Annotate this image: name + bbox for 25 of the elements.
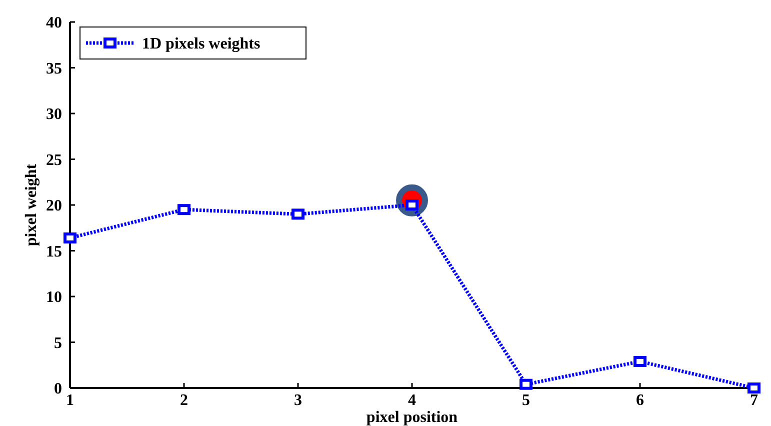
- y-tick-label: 40: [46, 14, 62, 32]
- point: [292, 208, 304, 220]
- y-tick-label: 5: [54, 334, 62, 352]
- y-tick-label: 20: [46, 198, 62, 215]
- y-tick-label: 25: [46, 152, 62, 169]
- x-tick-label: 6: [636, 392, 644, 409]
- x-tick-label: 7: [750, 392, 758, 409]
- x-tick-label: 1: [66, 392, 74, 409]
- y-tick-label: 35: [46, 60, 62, 78]
- point: [634, 356, 646, 367]
- y-tick-label: 30: [46, 106, 62, 124]
- point: [178, 204, 190, 216]
- y-tick-label: 15: [46, 243, 62, 260]
- x-tick-label: 2: [180, 392, 188, 409]
- y-axis-title: pixel weight: [23, 163, 40, 246]
- y-tick-label: 0: [54, 380, 62, 398]
- point: [748, 382, 760, 394]
- x-tick-label: 4: [408, 392, 416, 409]
- x-axis-title: pixel position: [366, 409, 458, 426]
- legend-label: 1D pixels weights: [142, 36, 260, 53]
- x-tick-label: 5: [522, 392, 530, 409]
- point: [64, 232, 76, 244]
- point: [520, 378, 532, 390]
- x-tick-label: 3: [294, 392, 302, 409]
- y-tick-label: 10: [46, 289, 62, 306]
